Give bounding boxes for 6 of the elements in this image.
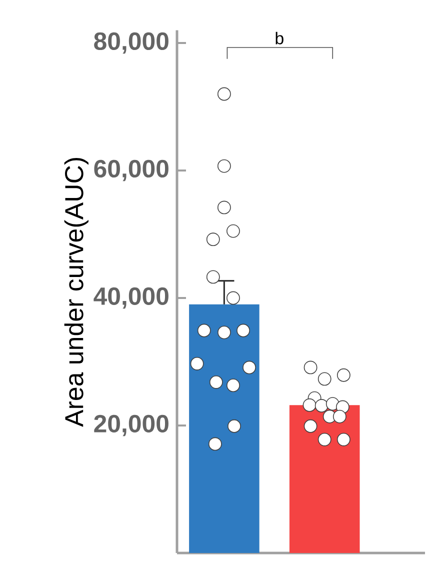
y-tick-label: 80,000	[94, 32, 168, 54]
annotation: b	[276, 32, 284, 44]
y-tick-label: 20,000	[94, 414, 168, 436]
y-tick-label: 40,000	[94, 287, 168, 309]
y-tick-label: 60,000	[94, 160, 168, 182]
y-axis-title: Area under curve(AUC)	[64, 158, 88, 427]
